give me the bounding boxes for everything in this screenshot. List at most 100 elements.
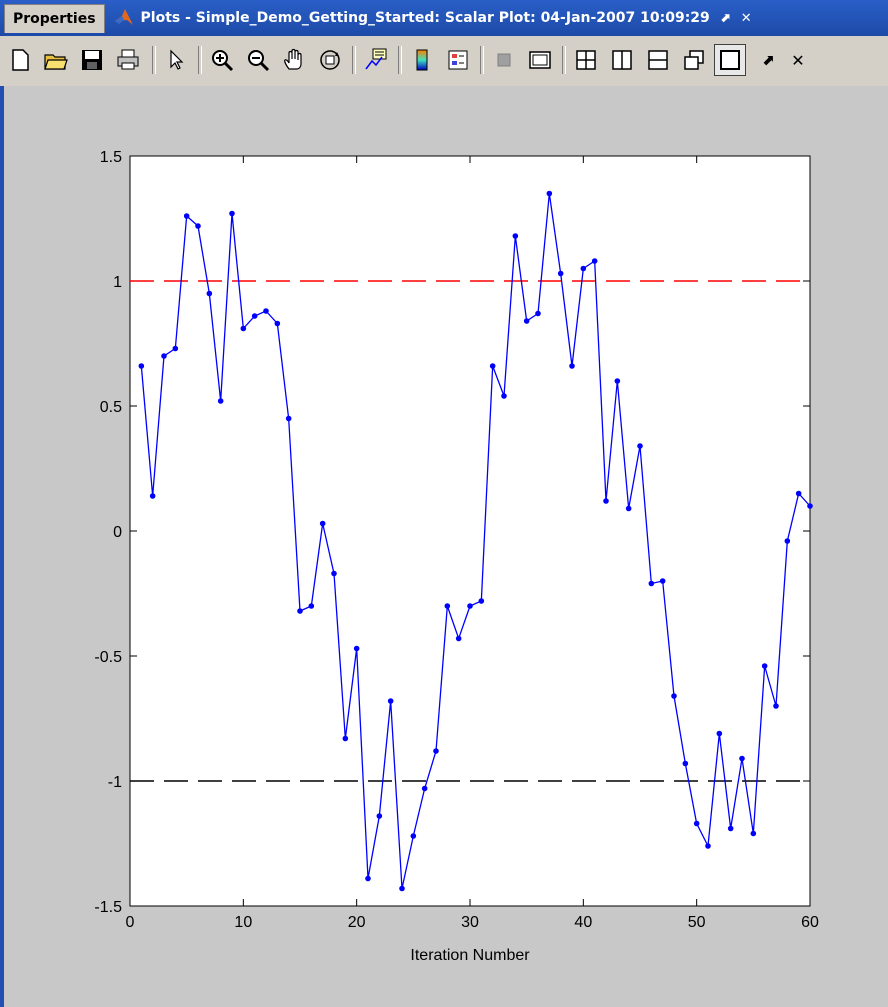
pan-hand-icon[interactable] bbox=[278, 44, 310, 76]
y-tick-label: -1.5 bbox=[94, 899, 122, 916]
data-point bbox=[319, 520, 326, 527]
axes: 0 10 20 30 40 50 60 -1.5 -1 -0.5 0 0.5 1 1.5 bbox=[94, 149, 819, 931]
undock-icon[interactable]: ⬈ bbox=[719, 10, 731, 26]
data-point bbox=[183, 213, 190, 219]
print-icon[interactable] bbox=[112, 44, 144, 76]
data-point bbox=[489, 363, 496, 369]
data-point bbox=[444, 603, 451, 609]
data-point bbox=[161, 353, 167, 359]
y-tick-label: -1 bbox=[108, 774, 122, 791]
data-point bbox=[795, 490, 802, 497]
data-point bbox=[807, 503, 813, 509]
data-point bbox=[421, 785, 428, 792]
data-point bbox=[387, 698, 394, 704]
data-point bbox=[614, 378, 621, 384]
data-point bbox=[557, 270, 564, 277]
data-point bbox=[659, 578, 666, 584]
x-tick-label: 0 bbox=[126, 914, 135, 931]
data-point bbox=[342, 735, 349, 742]
data-point bbox=[750, 830, 757, 837]
data-point bbox=[625, 505, 632, 512]
data-point bbox=[546, 190, 553, 197]
data-point bbox=[229, 210, 235, 217]
maximize-icon[interactable] bbox=[714, 44, 746, 76]
toolbar-separator bbox=[398, 46, 402, 74]
legend-icon[interactable] bbox=[442, 44, 474, 76]
zoom-in-icon[interactable] bbox=[206, 44, 238, 76]
data-point bbox=[240, 325, 247, 332]
x-tick-label: 60 bbox=[801, 914, 819, 931]
select-arrow-icon[interactable] bbox=[160, 44, 192, 76]
data-point bbox=[739, 755, 745, 762]
data-point bbox=[251, 313, 258, 319]
data-point bbox=[331, 570, 337, 577]
data-cursor-icon[interactable] bbox=[360, 44, 392, 76]
close-icon[interactable]: ✕ bbox=[740, 10, 752, 26]
axes-background bbox=[130, 156, 810, 906]
data-point bbox=[727, 825, 734, 832]
data-point bbox=[365, 875, 371, 882]
data-point bbox=[274, 320, 281, 327]
data-point bbox=[535, 310, 541, 317]
data-point bbox=[285, 415, 292, 422]
x-tick-label: 50 bbox=[688, 914, 706, 931]
rotate-3d-icon[interactable] bbox=[314, 44, 346, 76]
reference-lines bbox=[130, 280, 810, 782]
data-point bbox=[716, 730, 723, 737]
x-tick-label: 40 bbox=[574, 914, 592, 931]
data-point bbox=[410, 833, 417, 839]
data-point bbox=[761, 663, 768, 669]
figure-canvas: 0 10 20 30 40 50 60 -1.5 -1 -0.5 0 0.5 1 1.5 Iteratio… bbox=[4, 86, 888, 1007]
data-point bbox=[376, 813, 383, 819]
matlab-logo-icon bbox=[114, 9, 133, 25]
tile-grid-icon[interactable] bbox=[570, 44, 602, 76]
save-icon[interactable] bbox=[76, 44, 108, 76]
data-point bbox=[648, 580, 655, 587]
toolbar-separator bbox=[562, 46, 566, 74]
open-file-icon[interactable] bbox=[40, 44, 72, 76]
tile-columns-icon[interactable] bbox=[606, 44, 638, 76]
new-figure-icon[interactable] bbox=[4, 44, 36, 76]
x-axis-label: Iteration Number bbox=[410, 947, 530, 964]
y-tick-label: 1.5 bbox=[100, 149, 122, 166]
data-point bbox=[580, 265, 587, 272]
data-point bbox=[217, 398, 224, 404]
data-point bbox=[523, 318, 530, 324]
data-point bbox=[501, 393, 507, 399]
hide-plot-tools-icon[interactable] bbox=[488, 44, 520, 76]
scalar-line-plot[interactable]: 0 10 20 30 40 50 60 -1.5 -1 -0.5 0 0.5 1 1.5 Iteratio… bbox=[4, 86, 888, 1007]
data-point bbox=[172, 345, 179, 352]
toolbar-separator bbox=[352, 46, 356, 74]
undock-figure-icon[interactable]: ⬈ bbox=[761, 51, 775, 69]
x-tick-label: 10 bbox=[234, 914, 252, 931]
zoom-out-icon[interactable] bbox=[242, 44, 274, 76]
data-point bbox=[569, 363, 575, 369]
data-point bbox=[603, 498, 609, 504]
series-line bbox=[140, 193, 811, 889]
float-windows-icon[interactable] bbox=[678, 44, 710, 76]
x-tick-label: 30 bbox=[461, 914, 479, 931]
data-point bbox=[467, 603, 473, 609]
y-tick-label: -0.5 bbox=[94, 649, 122, 666]
data-point bbox=[682, 760, 689, 767]
data-point bbox=[455, 635, 462, 642]
close-figure-icon[interactable]: ✕ bbox=[791, 50, 805, 70]
colorbar-icon[interactable] bbox=[406, 44, 438, 76]
toolbar-separator bbox=[480, 46, 484, 74]
data-series bbox=[138, 190, 813, 892]
data-point bbox=[149, 493, 156, 499]
properties-tab[interactable]: Properties bbox=[4, 3, 105, 33]
data-point bbox=[399, 885, 405, 892]
data-point bbox=[705, 843, 711, 849]
window-titlebar: Properties Plots - Simple_Demo_Getting_S… bbox=[0, 0, 888, 36]
x-tick-label: 20 bbox=[348, 914, 366, 931]
data-point bbox=[263, 308, 269, 314]
data-point bbox=[693, 820, 700, 827]
tile-rows-icon[interactable] bbox=[642, 44, 674, 76]
y-tick-label: 1 bbox=[113, 274, 122, 291]
data-point bbox=[353, 645, 360, 652]
data-point bbox=[773, 703, 779, 709]
figure-toolbar: ⬈ ✕ bbox=[0, 36, 888, 87]
show-plot-tools-icon[interactable] bbox=[524, 44, 556, 76]
data-point bbox=[138, 363, 145, 369]
